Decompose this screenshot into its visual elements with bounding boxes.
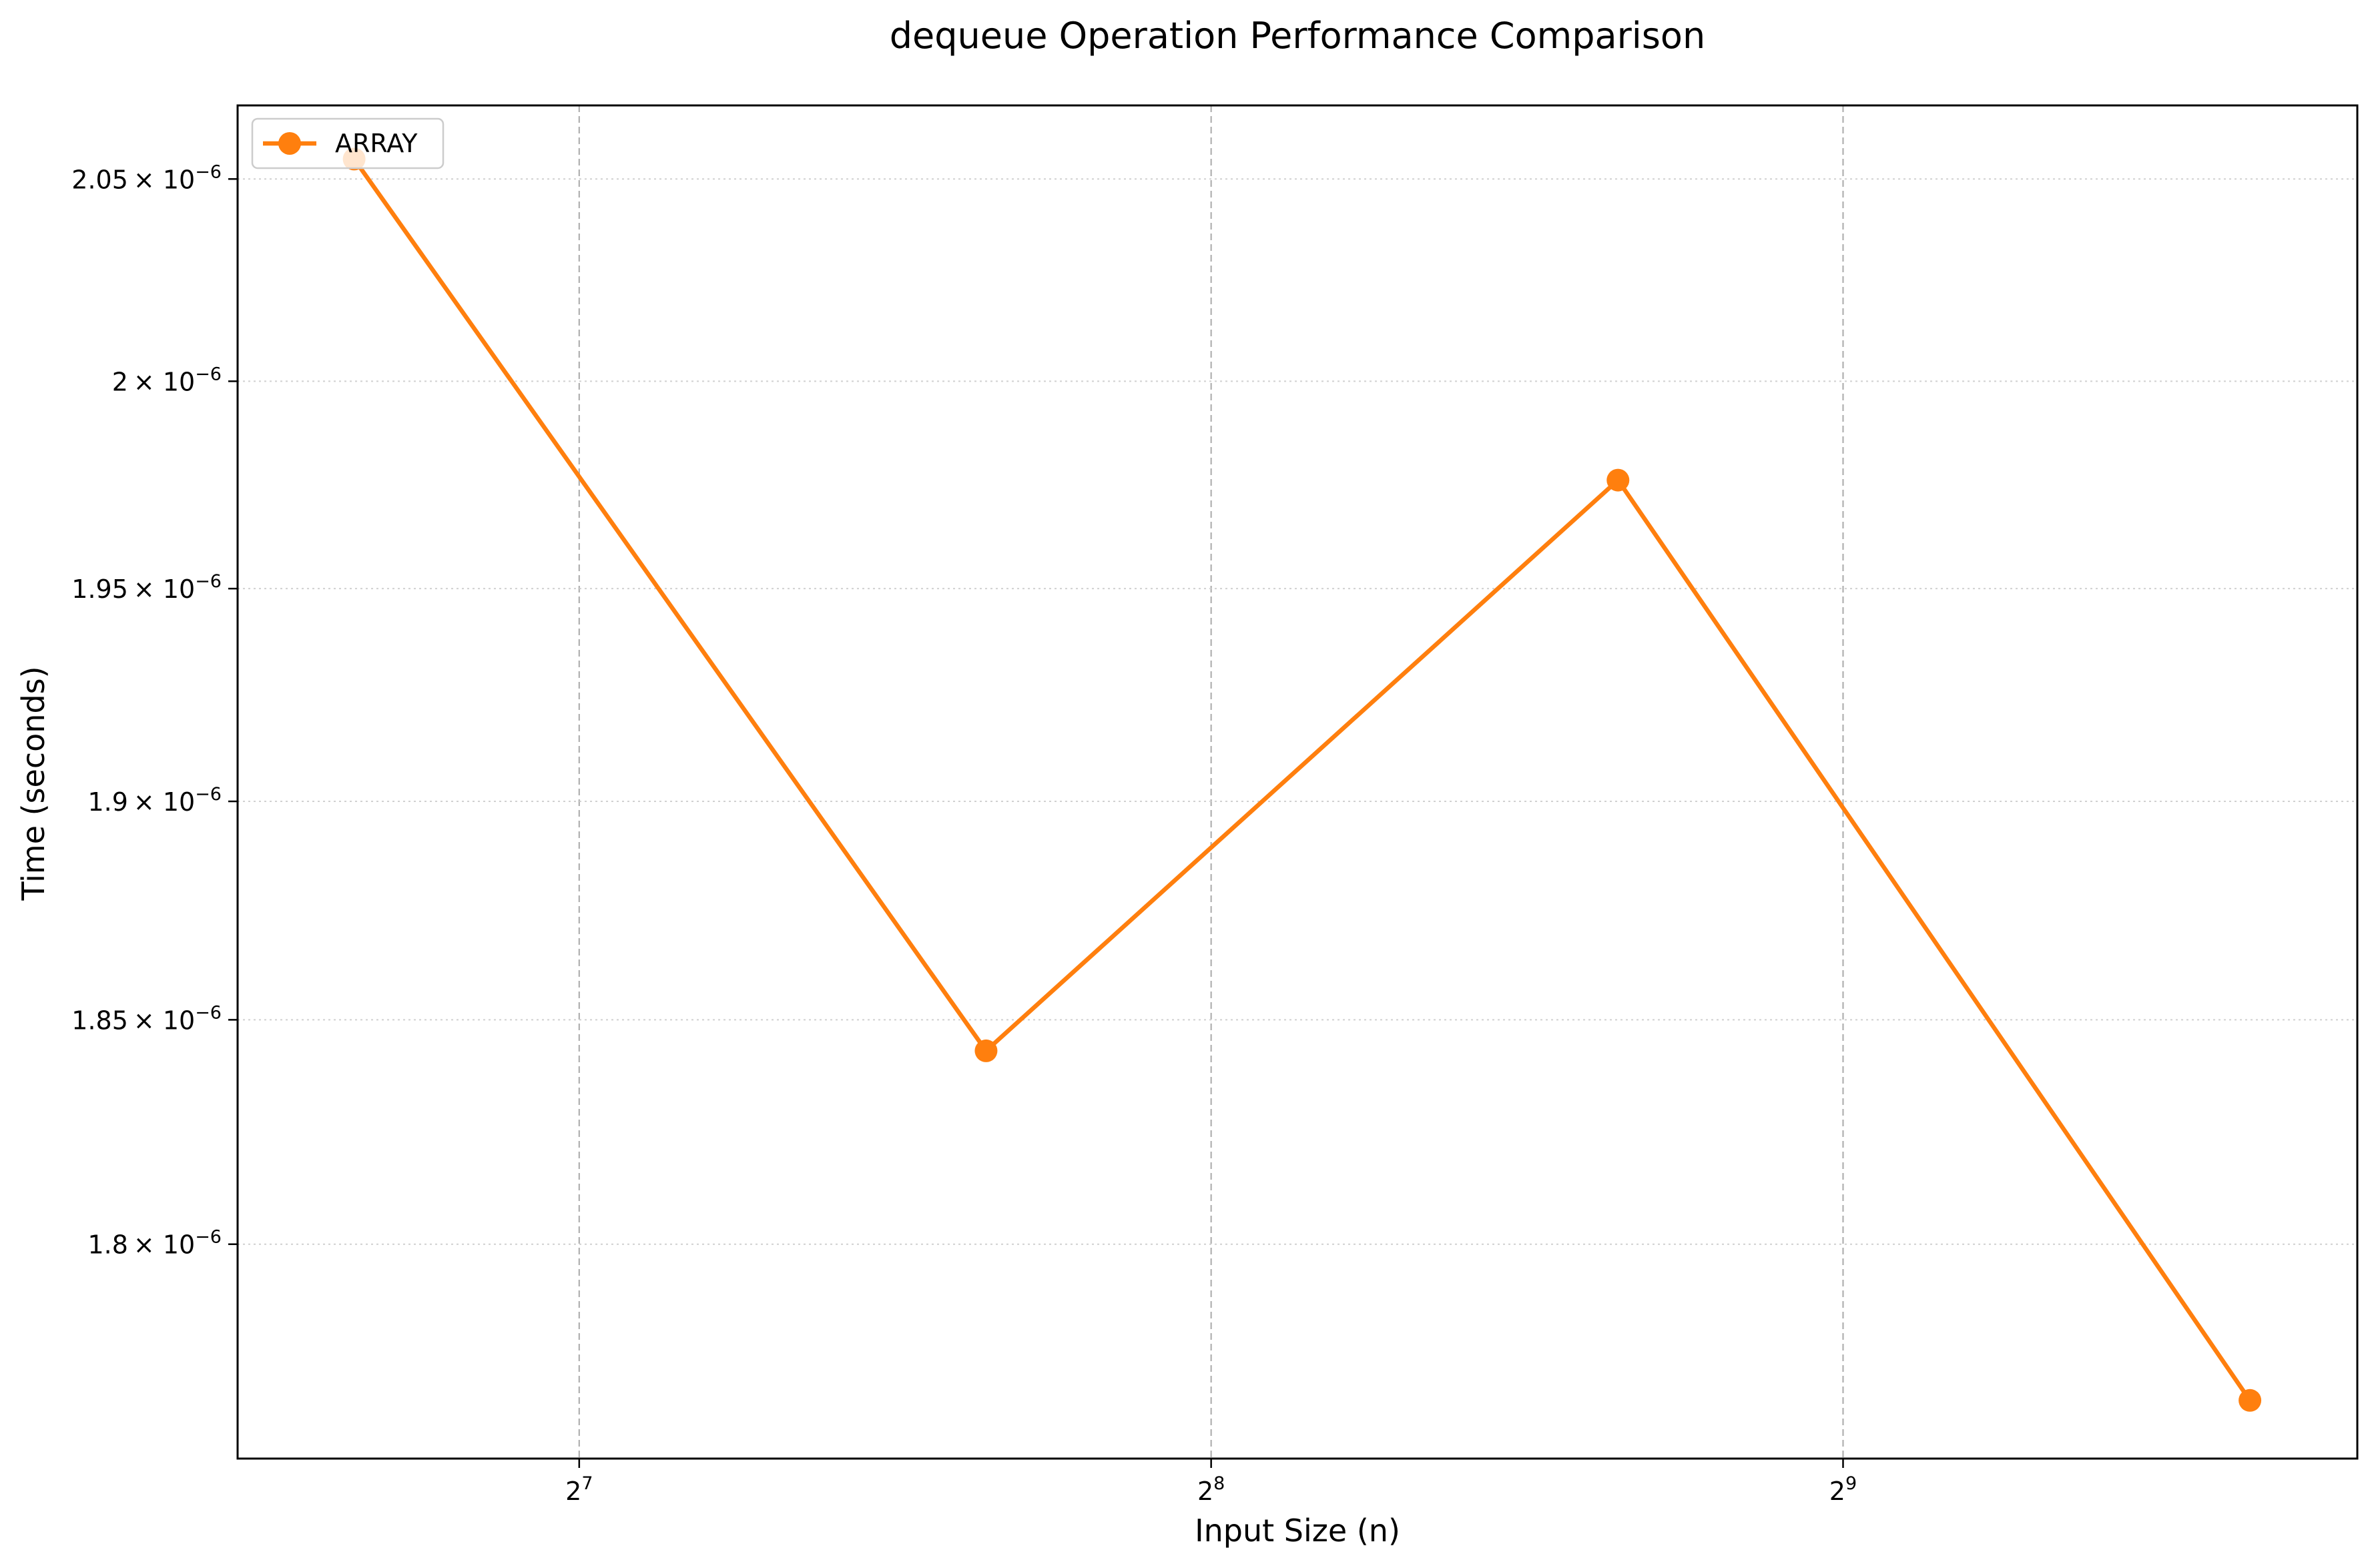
y-tick-label: 1.85 × 10−6 <box>71 1002 222 1035</box>
x-tick-label: 27 <box>565 1473 593 1506</box>
y-tick-exponent: −6 <box>195 364 222 384</box>
chart-title: dequeue Operation Performance Comparison <box>890 15 1705 57</box>
y-tick-mantissa: 2.05 <box>71 165 128 194</box>
x-tick-exponent: 9 <box>1845 1473 1857 1494</box>
x-tick-exponent: 7 <box>581 1473 593 1494</box>
y-tick-label: 2.05 × 10−6 <box>71 161 222 194</box>
x-tick-base: 2 <box>565 1477 581 1506</box>
y-tick-mantissa: 1.9 <box>87 787 127 817</box>
legend: ARRAY <box>251 117 444 169</box>
x-tick-label: 29 <box>1829 1473 1857 1506</box>
y-tick-base: × 10 <box>133 1230 195 1260</box>
legend-label: ARRAY <box>335 129 418 158</box>
data-point <box>1606 468 1630 492</box>
y-tick-base: × 10 <box>133 787 195 817</box>
x-axis-ticks: 27 28 29 <box>565 1459 1857 1506</box>
y-tick-mantissa: 1.85 <box>71 1006 128 1035</box>
x-tick-label: 28 <box>1197 1473 1225 1506</box>
y-axis-label: Time (seconds) <box>15 666 51 901</box>
plot-frame <box>236 104 2359 1460</box>
data-point <box>974 1039 998 1062</box>
y-tick-mantissa: 2 <box>112 367 128 396</box>
y-tick-label: 1.8 × 10−6 <box>87 1227 222 1260</box>
x-tick-exponent: 8 <box>1213 1473 1225 1494</box>
data-point <box>2239 1389 2262 1412</box>
y-tick-exponent: −6 <box>195 784 222 805</box>
x-axis-label: Input Size (n) <box>1195 1513 1400 1549</box>
y-tick-exponent: −6 <box>195 1002 222 1023</box>
y-tick-mantissa: 1.95 <box>71 574 128 604</box>
y-tick-exponent: −6 <box>195 571 222 592</box>
series-layer <box>342 147 2262 1412</box>
legend-box <box>251 117 444 169</box>
x-tick-base: 2 <box>1197 1477 1213 1506</box>
grid-lines <box>238 105 2357 1459</box>
y-tick-label: 2 × 10−6 <box>112 364 222 396</box>
y-tick-base: × 10 <box>133 574 195 604</box>
y-tick-label: 1.9 × 10−6 <box>87 784 222 817</box>
y-tick-mantissa: 1.8 <box>87 1230 127 1260</box>
y-tick-base: × 10 <box>133 367 195 396</box>
y-tick-base: × 10 <box>133 165 195 194</box>
y-axis-ticks: 1.8 × 10−61.85 × 10−61.9 × 10−61.95 × 10−62 ×… <box>71 161 238 1260</box>
series-line <box>352 157 2252 1402</box>
y-tick-base: × 10 <box>133 1006 195 1035</box>
legend-marker-swatch <box>278 132 301 155</box>
y-tick-label: 1.95 × 10−6 <box>71 571 222 604</box>
y-tick-exponent: −6 <box>195 161 222 182</box>
x-tick-base: 2 <box>1829 1477 1845 1506</box>
y-tick-exponent: −6 <box>195 1227 222 1248</box>
